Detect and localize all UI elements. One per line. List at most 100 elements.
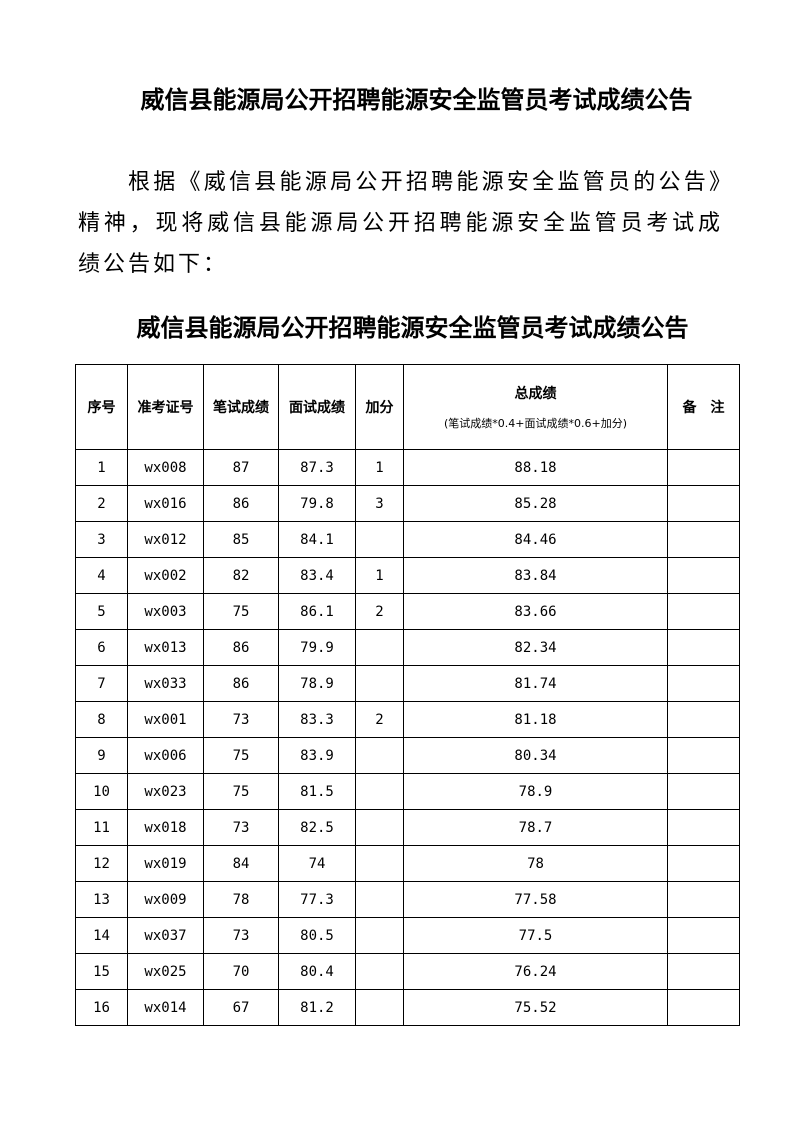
cell-bonus [355,665,404,702]
cell-remark [667,989,740,1026]
cell-interview: 81.2 [278,989,356,1026]
cell-total: 88.18 [403,449,668,486]
table-row: 13 wx009 78 77.3 77.58 [75,881,740,918]
cell-ticket: wx001 [127,701,204,738]
cell-bonus: 2 [355,593,404,630]
cell-bonus [355,953,404,990]
cell-bonus [355,629,404,666]
header-interview: 面试成绩 [278,364,356,450]
cell-interview: 80.4 [278,953,356,990]
cell-bonus: 1 [355,449,404,486]
cell-interview: 79.9 [278,629,356,666]
cell-index: 6 [75,629,128,666]
cell-bonus [355,989,404,1026]
cell-written: 70 [203,953,279,990]
cell-remark [667,449,740,486]
cell-remark [667,809,740,846]
cell-total: 77.5 [403,917,668,954]
cell-index: 9 [75,737,128,774]
cell-total: 83.66 [403,593,668,630]
cell-remark [667,773,740,810]
cell-written: 73 [203,701,279,738]
cell-remark [667,521,740,558]
table-row: 10 wx023 75 81.5 78.9 [75,773,740,810]
cell-ticket: wx019 [127,845,204,882]
cell-index: 8 [75,701,128,738]
cell-remark [667,845,740,882]
cell-index: 12 [75,845,128,882]
header-remark: 备 注 [667,364,740,450]
cell-written: 75 [203,773,279,810]
table-row: 12 wx019 84 74 78 [75,845,740,882]
cell-interview: 87.3 [278,449,356,486]
cell-written: 73 [203,809,279,846]
cell-bonus [355,737,404,774]
cell-interview: 84.1 [278,521,356,558]
cell-ticket: wx009 [127,881,204,918]
cell-written: 84 [203,845,279,882]
cell-remark [667,629,740,666]
cell-total: 78 [403,845,668,882]
cell-bonus [355,845,404,882]
cell-bonus [355,809,404,846]
cell-written: 82 [203,557,279,594]
cell-ticket: wx006 [127,737,204,774]
table-row: 9 wx006 75 83.9 80.34 [75,737,740,774]
cell-bonus [355,917,404,954]
cell-remark [667,557,740,594]
cell-index: 2 [75,485,128,522]
cell-bonus: 1 [355,557,404,594]
cell-ticket: wx025 [127,953,204,990]
table-row: 5 wx003 75 86.1 2 83.66 [75,593,740,630]
table-title: 威信县能源局公开招聘能源安全监管员考试成绩公告 [136,314,689,342]
cell-written: 85 [203,521,279,558]
cell-interview: 83.9 [278,737,356,774]
cell-written: 86 [203,629,279,666]
cell-index: 16 [75,989,128,1026]
page-title: 威信县能源局公开招聘能源安全监管员考试成绩公告 [140,86,693,114]
cell-ticket: wx003 [127,593,204,630]
cell-interview: 79.8 [278,485,356,522]
cell-remark [667,485,740,522]
cell-bonus: 2 [355,701,404,738]
cell-total: 80.34 [403,737,668,774]
cell-ticket: wx018 [127,809,204,846]
header-ticket: 准考证号 [127,364,204,450]
cell-interview: 82.5 [278,809,356,846]
cell-total: 81.74 [403,665,668,702]
cell-bonus [355,773,404,810]
cell-bonus [355,521,404,558]
table-row: 15 wx025 70 80.4 76.24 [75,953,740,990]
header-total: 总成绩 (笔试成绩*0.4+面试成绩*0.6+加分) [403,364,668,450]
cell-written: 75 [203,593,279,630]
table-row: 14 wx037 73 80.5 77.5 [75,917,740,954]
cell-bonus: 3 [355,485,404,522]
cell-remark [667,881,740,918]
cell-remark [667,701,740,738]
cell-written: 86 [203,485,279,522]
table-row: 1 wx008 87 87.3 1 88.18 [75,449,740,486]
cell-ticket: wx033 [127,665,204,702]
cell-interview: 80.5 [278,917,356,954]
cell-ticket: wx014 [127,989,204,1026]
table-row: 7 wx033 86 78.9 81.74 [75,665,740,702]
cell-interview: 83.3 [278,701,356,738]
scores-table: 序号 准考证号 笔试成绩 面试成绩 加分 总成绩 (笔试成绩*0.4+面试成绩*0… [75,364,740,1026]
cell-remark [667,917,740,954]
cell-index: 11 [75,809,128,846]
header-index: 序号 [75,364,128,450]
table-row: 11 wx018 73 82.5 78.7 [75,809,740,846]
cell-total: 82.34 [403,629,668,666]
cell-total: 76.24 [403,953,668,990]
header-total-label: 总成绩 [514,386,557,402]
cell-written: 73 [203,917,279,954]
header-written: 笔试成绩 [203,364,279,450]
intro-paragraph: 根据《威信县能源局公开招聘能源安全监管员的公告》精神，现将威信县能源局公开招聘能… [78,170,723,277]
cell-remark [667,737,740,774]
cell-total: 75.52 [403,989,668,1026]
table-row: 16 wx014 67 81.2 75.52 [75,989,740,1026]
table-row: 6 wx013 86 79.9 82.34 [75,629,740,666]
cell-remark [667,593,740,630]
cell-interview: 74 [278,845,356,882]
cell-interview: 81.5 [278,773,356,810]
